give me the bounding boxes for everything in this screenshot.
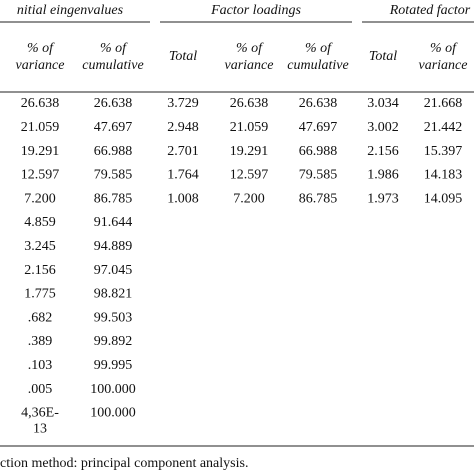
cell: 2.156 — [367, 144, 399, 159]
cell: 21.668 — [424, 96, 463, 111]
cell: 15.397 — [424, 144, 463, 159]
column-header: variance — [225, 58, 274, 73]
cell: 12.597 — [21, 168, 60, 183]
group-header: Factor loadings — [210, 3, 301, 18]
cell: 26.638 — [21, 96, 60, 111]
cell: 47.697 — [94, 120, 133, 135]
cell: 7.200 — [233, 191, 265, 206]
group-header: Rotated factor — [389, 3, 471, 18]
cell: 4,36E- — [21, 406, 59, 421]
cell: 1.764 — [167, 168, 199, 183]
footnote: ction method: principal component analys… — [0, 456, 248, 471]
cell: 7.200 — [24, 191, 56, 206]
cell: 21.059 — [230, 120, 269, 135]
cell: 3.245 — [24, 239, 56, 254]
cell: .682 — [28, 310, 53, 325]
cell: 98.821 — [94, 287, 133, 302]
cell: 14.183 — [424, 168, 463, 183]
column-header: variance — [419, 58, 468, 73]
column-header: variance — [16, 58, 65, 73]
cell: 21.059 — [21, 120, 60, 135]
cell: .103 — [28, 358, 53, 373]
cell: 100.000 — [90, 406, 136, 421]
cell: 19.291 — [21, 144, 60, 159]
cell: 4.859 — [24, 215, 56, 230]
cell: 97.045 — [94, 263, 133, 278]
column-header: % of — [100, 41, 128, 56]
cell: 1.973 — [367, 191, 399, 206]
cell: 14.095 — [424, 191, 463, 206]
column-header: % of — [236, 41, 264, 56]
cell: 99.995 — [94, 358, 133, 373]
cell: 12.597 — [230, 168, 269, 183]
column-header: cumulative — [287, 58, 348, 73]
cell: 100.000 — [90, 382, 136, 397]
cell: 99.892 — [94, 334, 133, 349]
cell: 19.291 — [230, 144, 269, 159]
cell: 47.697 — [299, 120, 338, 135]
column-header: % of — [305, 41, 333, 56]
cell: 86.785 — [299, 191, 338, 206]
column-header: % of — [430, 41, 458, 56]
cell: 26.638 — [230, 96, 269, 111]
cell: .005 — [28, 382, 53, 397]
cell: 13 — [33, 422, 47, 437]
cell: 66.988 — [94, 144, 133, 159]
cell: 21.442 — [424, 120, 463, 135]
cell: 1.008 — [167, 191, 199, 206]
cell: 66.988 — [299, 144, 338, 159]
cell: 94.889 — [94, 239, 133, 254]
column-header: Total — [169, 49, 197, 64]
cell: 3.002 — [367, 120, 399, 135]
cell: 1.986 — [367, 168, 399, 183]
cell: .389 — [28, 334, 53, 349]
cell: 2.156 — [24, 263, 56, 278]
cell: 26.638 — [94, 96, 133, 111]
cell: 3.729 — [167, 96, 199, 111]
column-header: Total — [369, 49, 397, 64]
cell: 91.644 — [94, 215, 133, 230]
group-header: nitial eingenvalues — [17, 3, 124, 18]
cell: 1.775 — [24, 287, 56, 302]
cell: 79.585 — [299, 168, 338, 183]
cell: 2.948 — [167, 120, 199, 135]
cell: 26.638 — [299, 96, 338, 111]
column-header: % of — [27, 41, 55, 56]
column-header: cumulative — [82, 58, 143, 73]
cell: 3.034 — [367, 96, 399, 111]
cell: 79.585 — [94, 168, 133, 183]
cell: 2.701 — [167, 144, 199, 159]
cell: 86.785 — [94, 191, 133, 206]
cell: 99.503 — [94, 310, 133, 325]
